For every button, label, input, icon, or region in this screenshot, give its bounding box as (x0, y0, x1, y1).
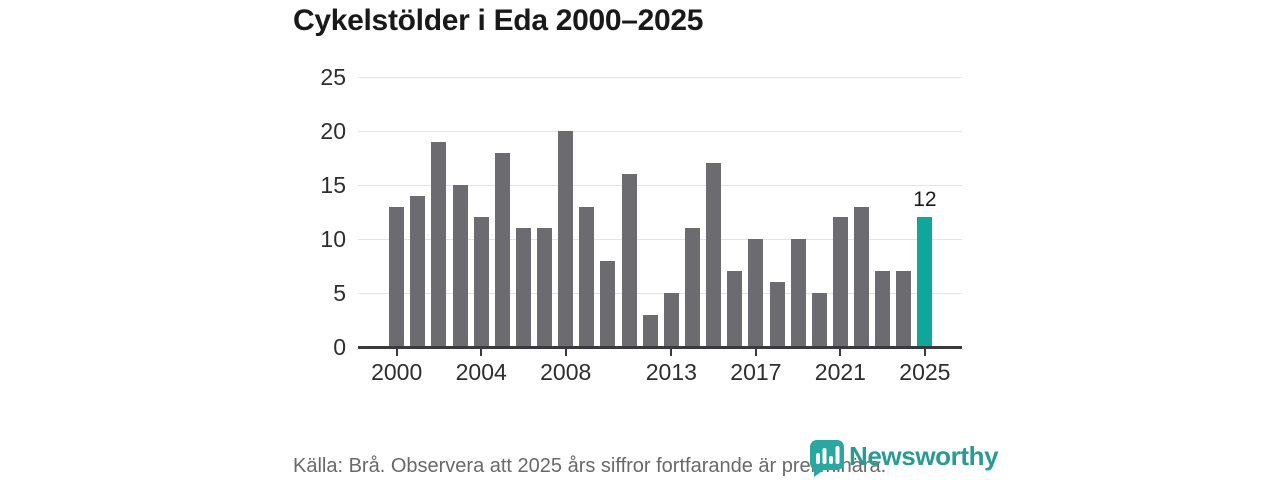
y-tick-label: 20 (320, 118, 346, 144)
x-tick-mark (670, 349, 673, 356)
bar (769, 282, 785, 347)
gridline-20 (358, 130, 962, 132)
bar (706, 163, 722, 347)
bar (431, 141, 447, 347)
x-tick-mark (839, 349, 842, 356)
y-tick-label: 0 (333, 334, 346, 360)
chart-title: Cykelstölder i Eda 2000–2025 (293, 4, 704, 37)
bar (452, 185, 468, 347)
bar (389, 206, 405, 347)
x-tick-label: 2000 (371, 359, 423, 385)
bar (727, 271, 743, 347)
y-tick-label: 25 (320, 64, 346, 90)
x-tick-label: 2013 (645, 359, 697, 385)
bar (854, 206, 870, 347)
x-tick-mark (754, 349, 757, 356)
source-note: Källa: Brå. Observera att 2025 års siffr… (293, 455, 887, 477)
bar (684, 228, 700, 347)
x-tick-label: 2021 (814, 359, 866, 385)
x-tick-label: 2025 (899, 359, 951, 385)
x-tick-mark (564, 349, 567, 356)
x-tick-mark (923, 349, 926, 356)
y-tick-label: 15 (320, 172, 346, 198)
bar-chart-pin-icon (810, 440, 844, 480)
bar (875, 271, 891, 347)
y-tick-label: 10 (320, 226, 346, 252)
y-tick-label: 5 (333, 280, 346, 306)
bar (537, 228, 553, 347)
bar (811, 293, 827, 347)
bar (515, 228, 531, 347)
bar (642, 314, 658, 347)
bar (663, 293, 679, 347)
newsworthy-logo[interactable]: Newsworthy (810, 440, 999, 480)
bar (600, 260, 616, 347)
gridline-15 (358, 184, 962, 186)
bar (494, 152, 510, 347)
bar (558, 131, 574, 347)
x-axis-line (358, 346, 962, 349)
x-tick-mark (395, 349, 398, 356)
bar (832, 217, 848, 347)
gridline-5 (358, 292, 962, 294)
bar-highlighted (917, 217, 933, 347)
bar (896, 271, 912, 347)
logo-wordmark: Newsworthy (849, 441, 999, 471)
bar (790, 239, 806, 347)
x-tick-label: 2008 (540, 359, 592, 385)
x-tick-mark (480, 349, 483, 356)
value-label: 12 (913, 188, 937, 212)
bar (410, 195, 426, 347)
gridline-25 (358, 76, 962, 78)
bar (748, 239, 764, 347)
x-tick-label: 2017 (730, 359, 782, 385)
x-tick-label: 2004 (455, 359, 507, 385)
gridline-10 (358, 238, 962, 240)
bar (473, 217, 489, 347)
bar (621, 174, 637, 347)
bar (579, 206, 595, 347)
